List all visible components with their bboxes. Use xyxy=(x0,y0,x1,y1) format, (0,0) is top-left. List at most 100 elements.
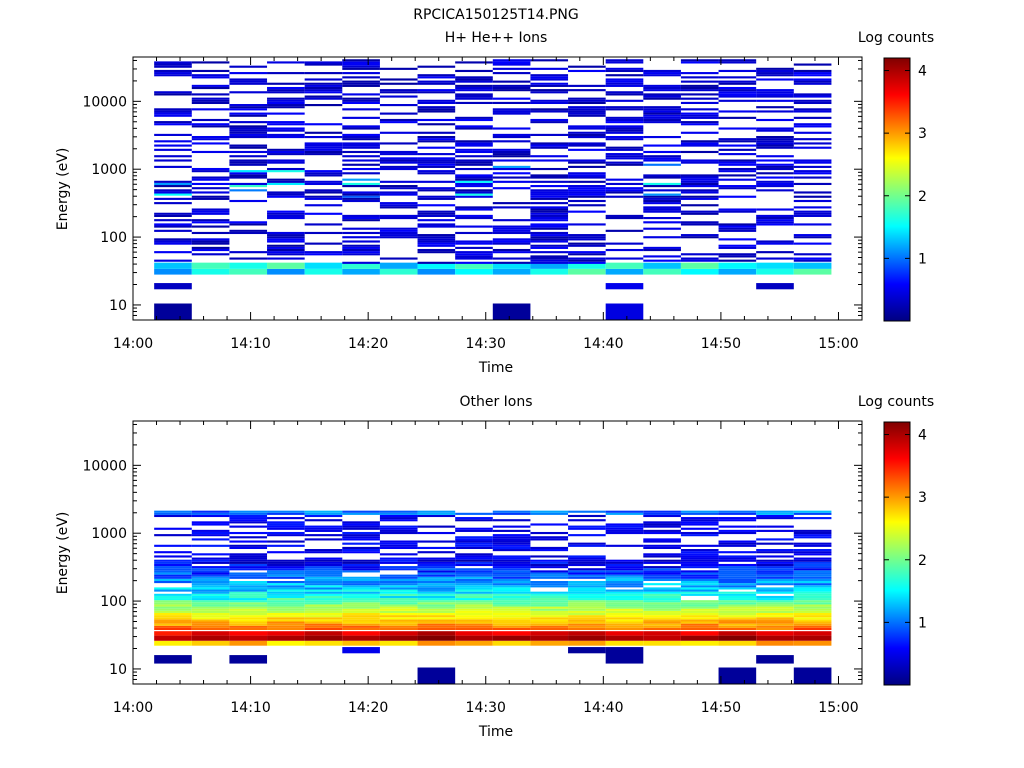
heatmap-cell xyxy=(342,99,380,102)
heatmap-cell xyxy=(191,623,230,626)
heatmap-cell xyxy=(643,236,681,239)
heatmap-cell xyxy=(756,221,794,224)
heatmap-cell xyxy=(455,640,493,646)
heatmap-cell xyxy=(267,631,305,636)
heatmap-cell xyxy=(455,140,493,143)
heatmap-cell xyxy=(154,219,192,222)
heatmap-cell xyxy=(304,640,343,646)
heatmap-cell xyxy=(530,572,569,575)
heatmap-cell xyxy=(417,589,456,592)
heatmap-cell xyxy=(229,631,268,636)
heatmap-cell xyxy=(342,61,380,64)
heatmap-cell xyxy=(229,619,268,622)
heatmap-cell xyxy=(680,551,719,554)
heatmap-cell xyxy=(718,110,757,113)
heatmap-cell xyxy=(680,176,719,179)
heatmap-cell xyxy=(492,536,531,539)
x-tick-label: 15:00 xyxy=(818,336,858,352)
heatmap-cell xyxy=(530,600,569,603)
heatmap-cell xyxy=(492,627,531,631)
heatmap-cell xyxy=(643,197,681,200)
heatmap-cell xyxy=(718,259,757,262)
heatmap-cell xyxy=(417,80,456,83)
heatmap-cell xyxy=(304,525,343,528)
heatmap-cell xyxy=(680,161,719,164)
heatmap-cell xyxy=(718,223,757,226)
x-tick-label: 14:30 xyxy=(466,336,506,352)
heatmap-cell xyxy=(154,240,192,243)
heatmap-cell xyxy=(680,140,719,143)
heatmap-cell xyxy=(191,167,230,171)
heatmap-cell xyxy=(304,583,343,586)
heatmap-cell xyxy=(718,559,757,562)
heatmap-cell xyxy=(756,240,794,243)
heatmap-cell xyxy=(605,131,644,134)
heatmap-cell xyxy=(492,557,531,560)
heatmap-cell xyxy=(342,65,380,68)
heatmap-cell xyxy=(718,225,757,228)
heatmap-cell xyxy=(154,563,192,567)
heatmap-cell xyxy=(342,195,380,198)
heatmap-cell xyxy=(304,580,343,584)
heatmap-cell xyxy=(756,655,794,664)
heatmap-cell xyxy=(267,525,305,528)
heatmap-cell xyxy=(342,59,380,62)
heatmap-cell xyxy=(267,191,305,194)
heatmap-cell xyxy=(191,557,230,560)
heatmap-cell xyxy=(643,176,681,179)
heatmap-cell xyxy=(229,608,268,611)
heatmap-cell xyxy=(568,65,606,68)
heatmap-cell xyxy=(304,619,343,622)
heatmap-cell xyxy=(342,93,380,96)
heatmap-cell xyxy=(229,229,268,232)
heatmap-cell xyxy=(530,223,569,226)
heatmap-cell xyxy=(718,529,757,532)
heatmap-cell xyxy=(530,197,569,200)
heatmap-cell xyxy=(154,108,192,111)
heatmap-cell xyxy=(680,121,719,124)
heatmap-cell xyxy=(492,621,531,624)
heatmap-cell xyxy=(342,523,380,526)
heatmap-cell xyxy=(492,112,531,115)
heatmap-cell xyxy=(304,123,343,126)
heatmap-cell xyxy=(267,127,305,130)
heatmap-cell xyxy=(680,76,719,79)
heatmap-cell xyxy=(229,182,268,186)
heatmap-cell xyxy=(793,159,832,162)
heatmap-cell xyxy=(643,86,681,90)
heatmap-cell xyxy=(492,538,531,541)
heatmap-cell xyxy=(530,110,569,113)
heatmap-cell xyxy=(605,619,644,622)
heatmap-cell xyxy=(605,617,644,620)
heatmap-cell xyxy=(643,185,681,188)
heatmap-cell xyxy=(718,138,757,141)
heatmap-cell xyxy=(756,615,794,618)
heatmap-cell xyxy=(492,606,531,609)
heatmap-cell xyxy=(680,635,719,641)
heatmap-cell xyxy=(605,527,644,530)
heatmap-cell xyxy=(304,153,343,156)
heatmap-cell xyxy=(191,559,230,562)
heatmap-cell xyxy=(342,635,380,641)
heatmap-cell xyxy=(568,99,606,102)
heatmap-cell xyxy=(492,534,531,537)
heatmap-cell xyxy=(342,116,380,119)
heatmap-cell xyxy=(455,578,493,581)
heatmap-cell xyxy=(530,67,569,70)
heatmap-cell xyxy=(568,623,606,626)
heatmap-cell xyxy=(154,635,192,641)
heatmap-cell xyxy=(191,523,230,526)
heatmap-cell xyxy=(492,544,531,547)
heatmap-cell xyxy=(229,635,268,641)
heatmap-cell xyxy=(191,635,230,641)
heatmap-cell xyxy=(154,627,192,631)
heatmap-cell xyxy=(605,635,644,641)
heatmap-cell xyxy=(342,261,380,264)
heatmap-cell xyxy=(267,561,305,564)
heatmap-cell xyxy=(680,80,719,83)
heatmap-cell xyxy=(455,163,493,166)
heatmap-cell xyxy=(229,133,268,136)
heatmap-cell xyxy=(643,121,681,124)
heatmap-cell xyxy=(492,225,531,228)
heatmap-cell xyxy=(191,631,230,636)
